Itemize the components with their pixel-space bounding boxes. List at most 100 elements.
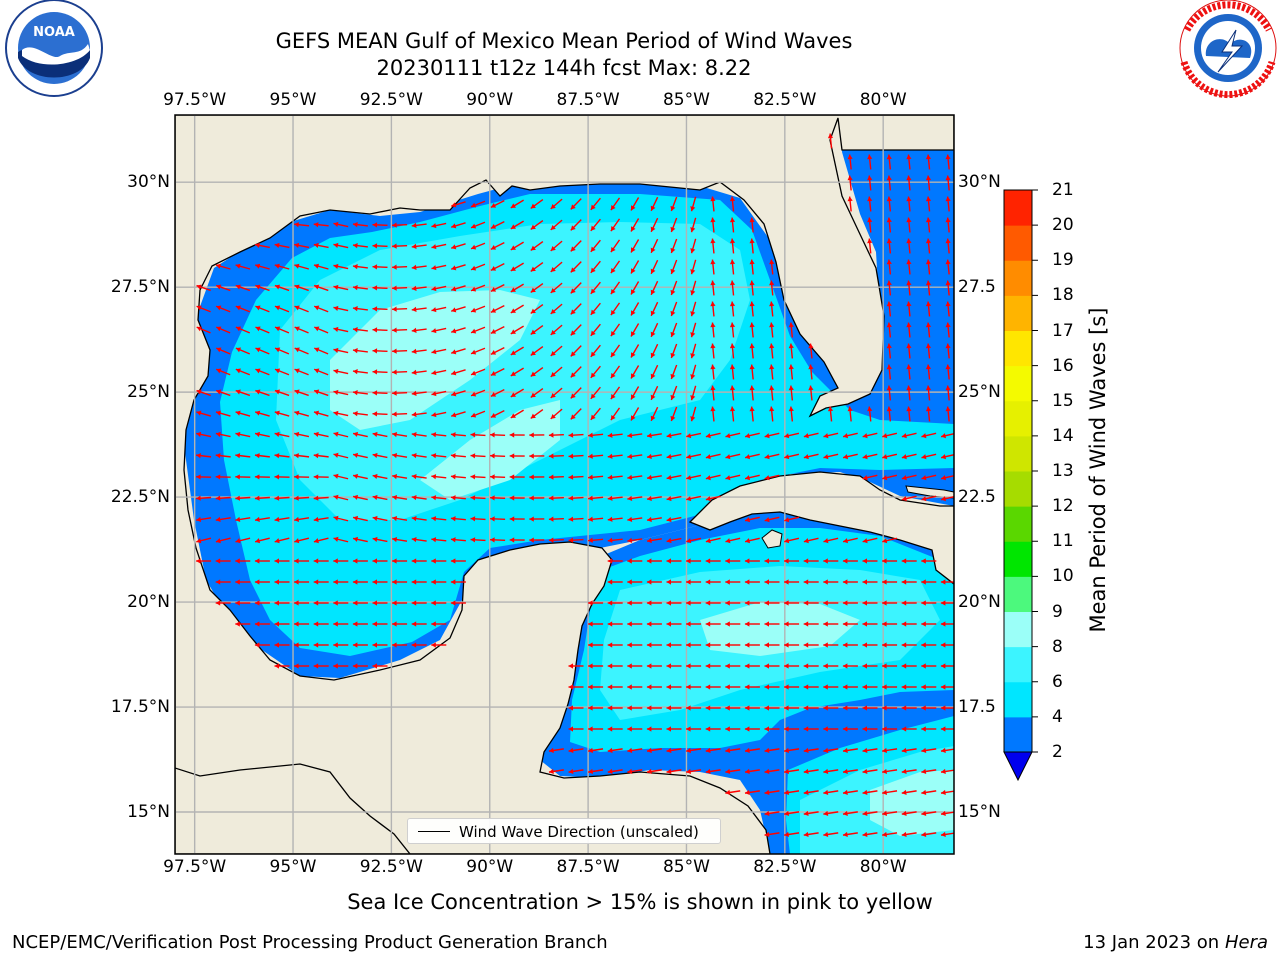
direction-arrow <box>823 768 839 775</box>
direction-arrow <box>470 242 486 250</box>
direction-arrow <box>215 516 231 523</box>
direction-arrow <box>411 243 427 249</box>
direction-arrow <box>906 196 912 212</box>
direction-arrow <box>901 453 917 460</box>
direction-arrow <box>921 810 937 817</box>
direction-arrow <box>906 217 912 233</box>
direction-arrow <box>431 600 447 606</box>
direction-arrow <box>314 347 329 355</box>
direction-arrow <box>764 432 780 439</box>
direction-arrow <box>431 495 447 501</box>
direction-arrow <box>882 726 898 732</box>
direction-arrow <box>352 515 368 522</box>
direction-arrow <box>886 217 892 233</box>
direction-arrow <box>823 579 839 585</box>
direction-arrow <box>725 432 741 439</box>
direction-arrow <box>646 558 662 564</box>
direction-arrow <box>842 684 858 690</box>
direction-arrow <box>411 285 427 291</box>
direction-arrow <box>921 747 937 754</box>
direction-arrow <box>901 705 917 711</box>
direction-arrow <box>901 684 917 690</box>
direction-arrow <box>862 621 878 627</box>
direction-arrow <box>294 537 310 544</box>
colorbar-swatch <box>1004 541 1032 577</box>
direction-arrow <box>294 263 310 270</box>
direction-arrow <box>823 726 839 732</box>
direction-arrow <box>882 642 898 648</box>
direction-arrow <box>372 579 388 585</box>
colorbar-swatch <box>1004 400 1032 437</box>
direction-arrow <box>906 154 912 170</box>
direction-arrow <box>630 344 640 358</box>
direction-arrow <box>588 642 604 648</box>
direction-arrow <box>470 389 486 397</box>
direction-arrow <box>333 305 349 312</box>
direction-arrow <box>725 789 741 796</box>
direction-arrow <box>690 406 697 422</box>
colorbar-swatch <box>1004 190 1032 226</box>
lon-tick-label-top: 85°W <box>662 90 710 110</box>
direction-arrow <box>352 348 368 354</box>
direction-arrow <box>867 154 873 170</box>
direction-arrow <box>744 663 760 669</box>
direction-arrow <box>610 260 621 274</box>
direction-arrow <box>610 218 621 232</box>
direction-arrow <box>744 453 760 460</box>
direction-arrow <box>235 558 251 564</box>
land-bahamas <box>905 485 954 499</box>
direction-arrow <box>744 747 760 754</box>
direction-arrow <box>570 324 582 336</box>
direction-arrow <box>470 284 486 292</box>
direction-arrow <box>550 324 563 336</box>
direction-arrow <box>254 516 270 523</box>
direction-arrow <box>862 558 878 564</box>
direction-arrow <box>710 259 716 275</box>
direction-arrow <box>550 282 563 294</box>
lon-tick-label-bottom: 95°W <box>269 857 317 877</box>
direction-arrow <box>769 259 775 275</box>
direction-arrow <box>764 474 780 481</box>
direction-arrow <box>215 558 231 564</box>
direction-arrow <box>333 389 349 396</box>
direction-arrow <box>431 474 447 480</box>
direction-arrow <box>823 642 839 648</box>
direction-arrow <box>886 175 892 191</box>
direction-arrow <box>588 747 604 754</box>
direction-arrow <box>431 432 447 438</box>
direction-arrow <box>788 385 794 401</box>
direction-arrow <box>490 516 506 522</box>
direction-arrow <box>906 301 912 317</box>
direction-arrow <box>607 747 623 754</box>
direction-arrow <box>470 368 486 376</box>
direction-arrow <box>646 747 662 754</box>
direction-arrow <box>254 495 270 501</box>
direction-arrow <box>607 432 623 438</box>
direction-arrow <box>725 705 741 711</box>
lat-tick-label-left: 15°N <box>127 802 170 822</box>
direction-arrow <box>686 495 702 502</box>
direction-arrow <box>530 220 544 230</box>
direction-arrow <box>530 325 544 335</box>
direction-arrow <box>906 364 912 380</box>
direction-arrow <box>862 705 878 711</box>
direction-arrow <box>333 242 349 249</box>
colorbar-tick-label: 17 <box>1052 320 1074 341</box>
direction-arrow <box>548 516 564 522</box>
direction-arrow <box>945 406 951 422</box>
direction-arrow <box>313 389 329 397</box>
direction-arrow <box>784 642 800 648</box>
direction-arrow <box>313 263 329 270</box>
lat-tick-label-right: 30°N <box>958 172 1001 193</box>
direction-arrow <box>568 705 584 711</box>
direction-arrow <box>690 238 697 254</box>
direction-arrow <box>803 789 819 796</box>
lon-tick-label-top: 92.5°W <box>359 90 423 110</box>
direction-arrow <box>666 474 682 481</box>
direction-arrow <box>352 222 368 228</box>
map-legend: Wind Wave Direction (unscaled) <box>407 818 721 844</box>
direction-arrow <box>509 516 525 522</box>
lon-tick-label-top: 87.5°W <box>556 90 620 110</box>
direction-arrow <box>333 284 349 291</box>
direction-arrow <box>392 536 408 543</box>
